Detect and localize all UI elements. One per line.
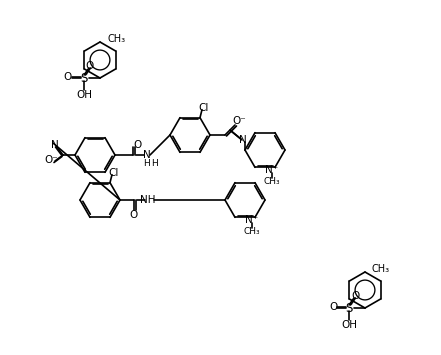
Text: O: O: [329, 302, 337, 312]
Text: NH: NH: [140, 195, 156, 205]
Text: N: N: [143, 150, 151, 160]
Text: N: N: [51, 140, 59, 150]
Text: N⁺: N⁺: [265, 165, 279, 175]
Text: O: O: [133, 140, 141, 150]
Text: CH₃: CH₃: [264, 177, 280, 186]
Text: CH₃: CH₃: [372, 264, 390, 274]
Text: N⁺: N⁺: [245, 215, 258, 225]
Text: OH: OH: [76, 90, 92, 100]
Text: O: O: [351, 291, 359, 301]
Text: O: O: [86, 61, 94, 71]
Text: O: O: [64, 72, 72, 82]
Text: OH: OH: [341, 320, 357, 330]
Text: Cl: Cl: [199, 103, 209, 113]
Text: H: H: [152, 158, 158, 168]
Text: Cl: Cl: [109, 168, 119, 178]
Text: S: S: [345, 301, 353, 315]
Text: H: H: [144, 158, 150, 168]
Text: O⁻: O⁻: [44, 155, 58, 165]
Text: S: S: [80, 71, 88, 84]
Text: CH₃: CH₃: [107, 34, 125, 44]
Text: O⁻: O⁻: [232, 116, 246, 126]
Text: O: O: [130, 210, 138, 220]
Text: N: N: [239, 135, 247, 145]
Text: CH₃: CH₃: [244, 227, 260, 236]
